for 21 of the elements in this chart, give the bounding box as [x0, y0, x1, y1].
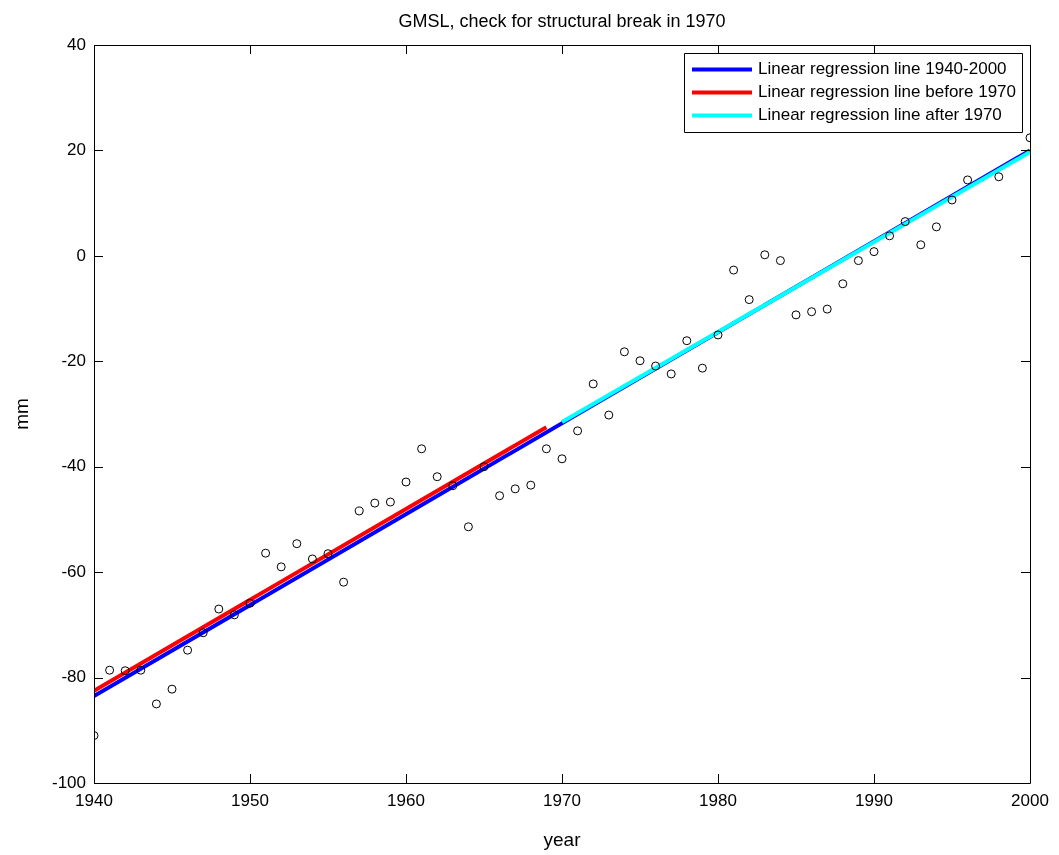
x-tick-label: 2000 [1011, 790, 1049, 810]
y-tick-label: -100 [51, 772, 86, 792]
legend-label: Linear regression line before 1970 [758, 82, 1017, 102]
y-tick-label: -20 [61, 350, 86, 370]
x-tick-label: 1990 [855, 790, 893, 810]
y-tick-label: -60 [61, 561, 86, 581]
y-tick-label: 20 [67, 140, 86, 160]
x-tick-label: 1960 [387, 790, 425, 810]
y-axis-title: mm [11, 398, 32, 430]
chart-title: GMSL, check for structural break in 1970 [398, 11, 726, 31]
x-tick-label: 1940 [75, 790, 113, 810]
y-tick-label: -80 [61, 667, 86, 687]
x-axis-title: year [543, 829, 582, 850]
x-tick-label: 1970 [543, 790, 581, 810]
legend-label: Linear regression line 1940-2000 [758, 59, 1007, 79]
x-tick-label: 1950 [231, 790, 269, 810]
x-tick-label: 1980 [699, 790, 737, 810]
legend-label: Linear regression line after 1970 [758, 105, 1002, 125]
y-tick-label: 0 [76, 245, 86, 265]
y-tick-label: -40 [61, 456, 86, 476]
y-tick-label: 40 [67, 34, 86, 54]
